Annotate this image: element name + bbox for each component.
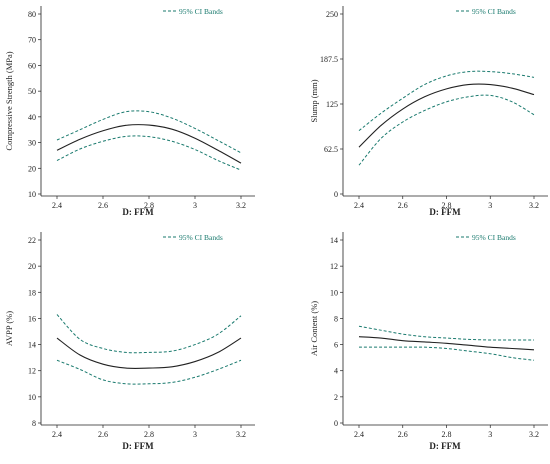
x-tick-label: 3 [488, 430, 492, 439]
x-tick-label: 2.6 [398, 201, 408, 210]
x-axis-title: D: FFM [122, 441, 154, 451]
y-tick-label: 14 [28, 341, 36, 350]
legend-label: 95% CI Bands [472, 7, 516, 16]
ci-upper-band-line [358, 325, 534, 341]
x-tick-label: 3 [193, 430, 197, 439]
x-tick-label: 3.2 [529, 430, 539, 439]
y-tick-label: 8 [334, 314, 338, 323]
x-tick-label: 3.2 [236, 201, 246, 210]
y-tick-label: 187.5 [320, 55, 338, 64]
y-tick-label: 8 [32, 419, 36, 428]
x-tick-label: 2.4 [354, 430, 364, 439]
chart-panel-1: 10 20 30 40 50 60 70 80 2.4 2.6 2.8 3 3.2 D: FFM Compr… [4, 6, 255, 217]
y-tick-label: 70 [28, 36, 36, 45]
x-tick-label: 3.2 [529, 201, 539, 210]
legend: 95% CI Bands [163, 7, 223, 16]
y-tick-label: 250 [326, 10, 338, 19]
y-axis-title: Air Content (%) [309, 301, 319, 356]
ci-lower-band-line [56, 135, 242, 171]
y-tick-label: 10 [330, 288, 338, 297]
y-tick-label: 50 [28, 87, 36, 96]
y-tick-label: 62.5 [324, 145, 338, 154]
fit-line [358, 83, 535, 148]
ci-upper-band-line [56, 110, 242, 154]
y-tick-label: 4 [334, 367, 338, 376]
x-tick-label: 2.8 [144, 201, 154, 210]
y-tick-label: 2 [334, 393, 338, 402]
y-tick-label: 20 [28, 262, 36, 271]
ci-upper-band-line [56, 314, 242, 354]
ci-lower-band-line [358, 346, 535, 361]
fit-line [358, 336, 535, 351]
y-tick-label: 22 [28, 236, 36, 245]
x-tick-label: 3.2 [236, 430, 246, 439]
y-axis-title: Compressive Strength (MPa) [4, 51, 14, 150]
x-tick-label: 3 [488, 201, 492, 210]
y-tick-label: 30 [28, 139, 36, 148]
ci-lower-band-line [358, 94, 535, 166]
legend: 95% CI Bands [163, 233, 223, 242]
legend-label: 95% CI Bands [472, 233, 516, 242]
chart-panel-3: 8 10 12 14 16 18 20 22 2.4 2.6 2.8 3 3.2 D: FFM AVPP (… [4, 232, 255, 451]
x-tick-label: 2.6 [398, 430, 408, 439]
y-axis-title: AVPP (%) [4, 311, 14, 346]
x-tick-label: 2.4 [52, 430, 62, 439]
legend: 95% CI Bands [456, 233, 516, 242]
legend: 95% CI Bands [456, 7, 516, 16]
y-axis-title: Slump (mm) [309, 79, 319, 122]
x-tick-label: 2.8 [442, 430, 452, 439]
ci-lower-band-line [56, 359, 242, 385]
x-tick-label: 2.8 [144, 430, 154, 439]
fit-line [56, 124, 242, 164]
y-tick-label: 18 [28, 288, 36, 297]
y-tick-label: 20 [28, 164, 36, 173]
x-tick-label: 2.4 [52, 201, 62, 210]
x-tick-label: 2.4 [354, 201, 364, 210]
y-tick-label: 60 [28, 61, 36, 70]
y-tick-label: 0 [334, 419, 338, 428]
fit-line [56, 337, 242, 369]
x-tick-label: 3 [193, 201, 197, 210]
y-tick-label: 80 [28, 10, 36, 19]
y-tick-label: 12 [330, 262, 338, 271]
x-tick-label: 2.8 [442, 201, 452, 210]
chart-panel-4: 0 2 4 6 8 10 12 14 2.4 2.6 2.8 3 3.2 D: FFM Air Conten… [309, 232, 548, 451]
y-tick-label: 12 [28, 367, 36, 376]
chart-panel-2: 0 62.5 125 187.5 250 2.4 2.6 2.8 3 3.2 D: FFM Slump… [309, 6, 548, 217]
y-tick-label: 6 [334, 341, 338, 350]
y-tick-label: 40 [28, 113, 36, 122]
y-tick-label: 10 [28, 393, 36, 402]
x-axis-title: D: FFM [122, 207, 154, 217]
y-tick-label: 125 [326, 100, 338, 109]
x-axis-title: D: FFM [429, 207, 461, 217]
y-tick-label: 10 [28, 190, 36, 199]
y-tick-label: 16 [28, 314, 36, 323]
x-axis-title: D: FFM [429, 441, 461, 451]
y-tick-label: 0 [334, 190, 338, 199]
x-tick-label: 2.6 [98, 430, 108, 439]
y-tick-label: 14 [330, 236, 338, 245]
x-tick-label: 2.6 [98, 201, 108, 210]
ci-upper-band-line [358, 70, 535, 132]
legend-label: 95% CI Bands [179, 7, 223, 16]
legend-label: 95% CI Bands [179, 233, 223, 242]
